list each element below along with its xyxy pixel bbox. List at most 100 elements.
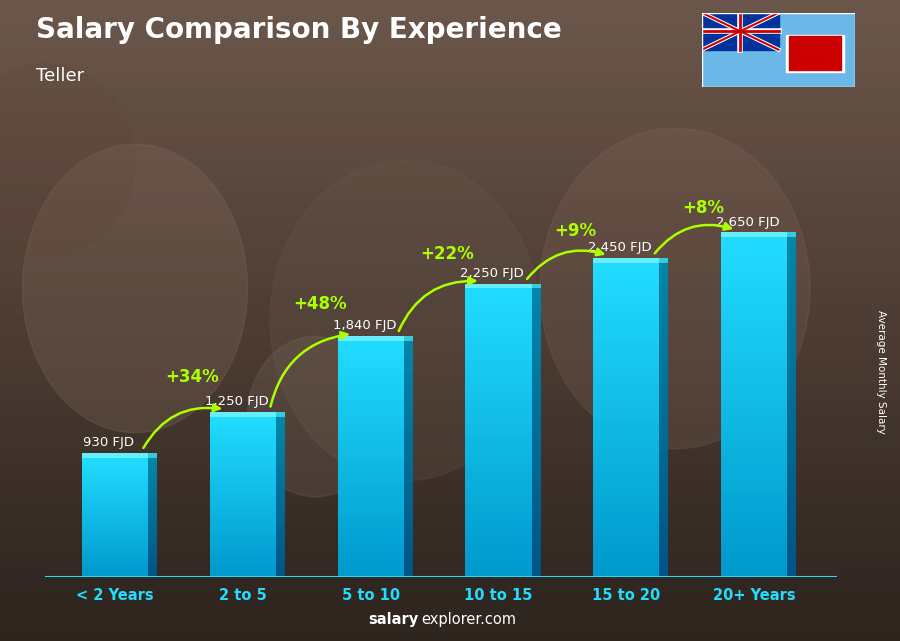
Bar	[532, 490, 541, 500]
Bar	[532, 452, 541, 462]
Bar	[660, 263, 669, 273]
Bar	[210, 508, 276, 510]
Bar	[338, 420, 404, 424]
Bar	[593, 273, 660, 278]
Bar	[721, 458, 788, 463]
Bar	[276, 502, 285, 508]
Bar	[532, 308, 541, 317]
Bar	[82, 525, 148, 527]
Bar	[82, 561, 148, 563]
Bar	[721, 305, 788, 311]
Bar	[82, 478, 148, 479]
Bar	[276, 412, 285, 417]
Bar	[532, 510, 541, 519]
Bar	[465, 500, 532, 505]
Bar	[593, 352, 660, 357]
Bar	[721, 299, 788, 305]
Bar	[788, 565, 796, 577]
Bar	[721, 373, 788, 379]
Bar	[593, 472, 660, 478]
Bar	[404, 474, 413, 483]
Bar	[82, 543, 148, 545]
Bar	[721, 395, 788, 401]
Bar	[593, 509, 660, 514]
Bar	[82, 483, 148, 485]
Bar	[788, 520, 796, 531]
Text: Average Monthly Salary: Average Monthly Salary	[877, 310, 886, 434]
Bar	[210, 476, 276, 478]
Bar	[788, 271, 796, 283]
Bar	[702, 13, 778, 50]
Bar	[210, 481, 276, 483]
Bar	[593, 493, 660, 499]
Bar	[787, 35, 844, 72]
Bar	[721, 503, 788, 509]
Bar	[210, 483, 276, 486]
Bar	[465, 433, 532, 437]
Bar	[404, 459, 413, 467]
Bar	[338, 538, 404, 542]
Bar	[82, 517, 148, 519]
Bar	[465, 538, 532, 544]
Bar	[148, 521, 157, 525]
Bar	[82, 535, 148, 537]
Bar	[276, 561, 285, 566]
Bar	[593, 545, 660, 551]
Bar	[721, 277, 788, 283]
Bar	[465, 514, 532, 519]
Bar	[338, 502, 404, 506]
Text: 1,840 FJD: 1,840 FJD	[333, 319, 396, 333]
Bar	[82, 465, 148, 468]
Bar	[148, 573, 157, 577]
Bar	[593, 388, 660, 394]
Bar	[593, 519, 660, 524]
Bar	[210, 456, 276, 460]
Bar	[82, 507, 148, 510]
Bar	[721, 401, 788, 407]
Bar	[210, 430, 276, 433]
Bar	[721, 554, 788, 560]
Bar	[82, 476, 148, 478]
Bar	[82, 492, 148, 494]
Bar	[338, 533, 404, 538]
Bar	[721, 260, 788, 265]
Bar	[338, 361, 404, 365]
Bar	[660, 410, 669, 420]
Bar	[338, 439, 404, 443]
Bar	[593, 514, 660, 519]
Bar	[82, 458, 148, 460]
Bar	[276, 470, 285, 476]
Bar	[148, 501, 157, 505]
Bar	[465, 485, 532, 490]
Bar	[465, 548, 532, 553]
Bar	[210, 540, 276, 542]
Bar	[148, 553, 157, 557]
Bar	[338, 479, 404, 483]
Bar	[404, 538, 413, 545]
Bar	[660, 441, 669, 451]
Bar	[593, 483, 660, 488]
Bar	[532, 519, 541, 529]
Bar	[721, 447, 788, 453]
Bar	[465, 529, 532, 533]
Bar	[82, 453, 148, 458]
Bar	[721, 249, 788, 254]
Bar	[338, 553, 404, 557]
Bar	[465, 375, 532, 379]
Bar	[721, 419, 788, 424]
Bar	[404, 545, 413, 553]
Bar	[82, 469, 148, 472]
Bar	[593, 341, 660, 347]
Bar	[82, 563, 148, 565]
Bar	[210, 569, 276, 572]
Bar	[404, 529, 413, 538]
Bar	[721, 469, 788, 475]
Bar	[721, 475, 788, 481]
Bar	[721, 492, 788, 497]
Bar	[532, 413, 541, 423]
Bar	[721, 487, 788, 492]
Bar	[721, 328, 788, 333]
Bar	[721, 265, 788, 271]
Bar	[148, 453, 157, 458]
Bar	[338, 529, 404, 534]
